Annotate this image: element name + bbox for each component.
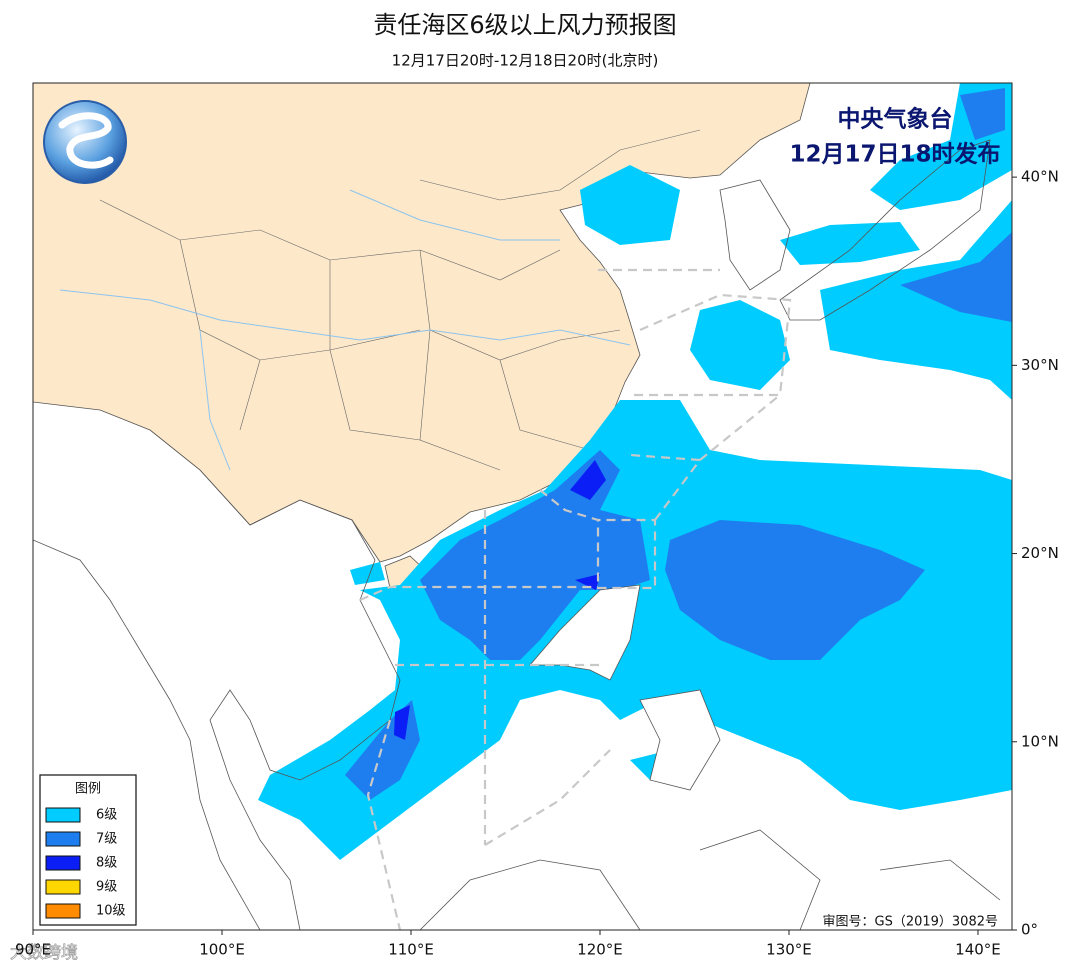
wind-area: [570, 460, 606, 500]
legend-swatch: [45, 903, 81, 919]
wind-area: [780, 222, 920, 265]
wind-area: [900, 232, 1012, 322]
approval-number: 审图号：GS（2019）3082号: [823, 915, 999, 930]
wind-area: [575, 574, 600, 590]
river: [59, 179, 631, 471]
x-tick-label: 130°E: [766, 941, 812, 959]
province-border: [99, 129, 701, 471]
legend-box: [39, 774, 137, 926]
wind-area: [258, 400, 1012, 860]
issuer-name: 中央气象台: [838, 106, 953, 133]
y-tick-label: 20°N: [1021, 544, 1059, 562]
luzon-land: [529, 584, 641, 681]
legend-label: 8级: [96, 856, 117, 871]
land-outline: [33, 429, 401, 930]
y-tick-label: 40°N: [1021, 168, 1059, 186]
legend-swatch: [45, 807, 81, 823]
plot-frame: [32, 82, 1013, 931]
wind-area: [394, 705, 410, 740]
y-tick-label: 10°N: [1021, 732, 1059, 750]
map-subtitle: 12月17日20时-12月18日20时(北京时): [392, 52, 659, 70]
land-outline: [419, 829, 1001, 930]
issue-time: 12月17日18时发布: [789, 141, 1000, 168]
x-tick-label: 100°E: [199, 941, 245, 959]
x-tick-label: 120°E: [577, 941, 623, 959]
legend-label: 7级: [96, 832, 117, 847]
sea-boundary: [629, 394, 781, 521]
plot-area: 中央气象台 12月17日18时发布 审图号：GS（2019）3082号: [33, 83, 1012, 930]
wind-areas: [258, 83, 1012, 860]
sea-boundary: [359, 585, 598, 602]
map-title: 责任海区6级以上风力预报图: [373, 11, 676, 39]
wind-area: [960, 88, 1005, 140]
land-outline: [719, 179, 791, 291]
x-tick-label: 140°E: [955, 941, 1001, 959]
legend-title: 图例: [75, 782, 101, 797]
wind-area: [350, 562, 385, 585]
legend-swatch: [45, 879, 81, 895]
legend-label: 6级: [96, 808, 117, 823]
wind-area: [690, 300, 790, 390]
mindanao-land: [639, 689, 721, 791]
legend-swatch: [45, 855, 81, 871]
sea-boundary: [366, 719, 611, 930]
x-tick-label: 110°E: [388, 941, 434, 959]
sea-boundaries: [359, 268, 792, 930]
wind-area: [580, 165, 680, 245]
legend-swatch: [45, 831, 81, 847]
wind-area: [820, 200, 1012, 400]
y-tick-label: 0°: [1021, 921, 1038, 939]
wind-area: [420, 450, 650, 660]
land-outline: [779, 139, 991, 321]
x-tick-label: 90°E: [15, 941, 51, 959]
sea-boundary: [630, 293, 792, 397]
legend-label: 10级: [96, 904, 126, 919]
wind-area: [665, 520, 925, 660]
legend-label: 9级: [96, 880, 117, 895]
logo: [43, 100, 127, 184]
watermark: 大数跨境: [10, 943, 78, 963]
legend: 图例 6级 7级 8级 9级 10级: [39, 774, 137, 926]
y-tick-label: 30°N: [1021, 356, 1059, 374]
